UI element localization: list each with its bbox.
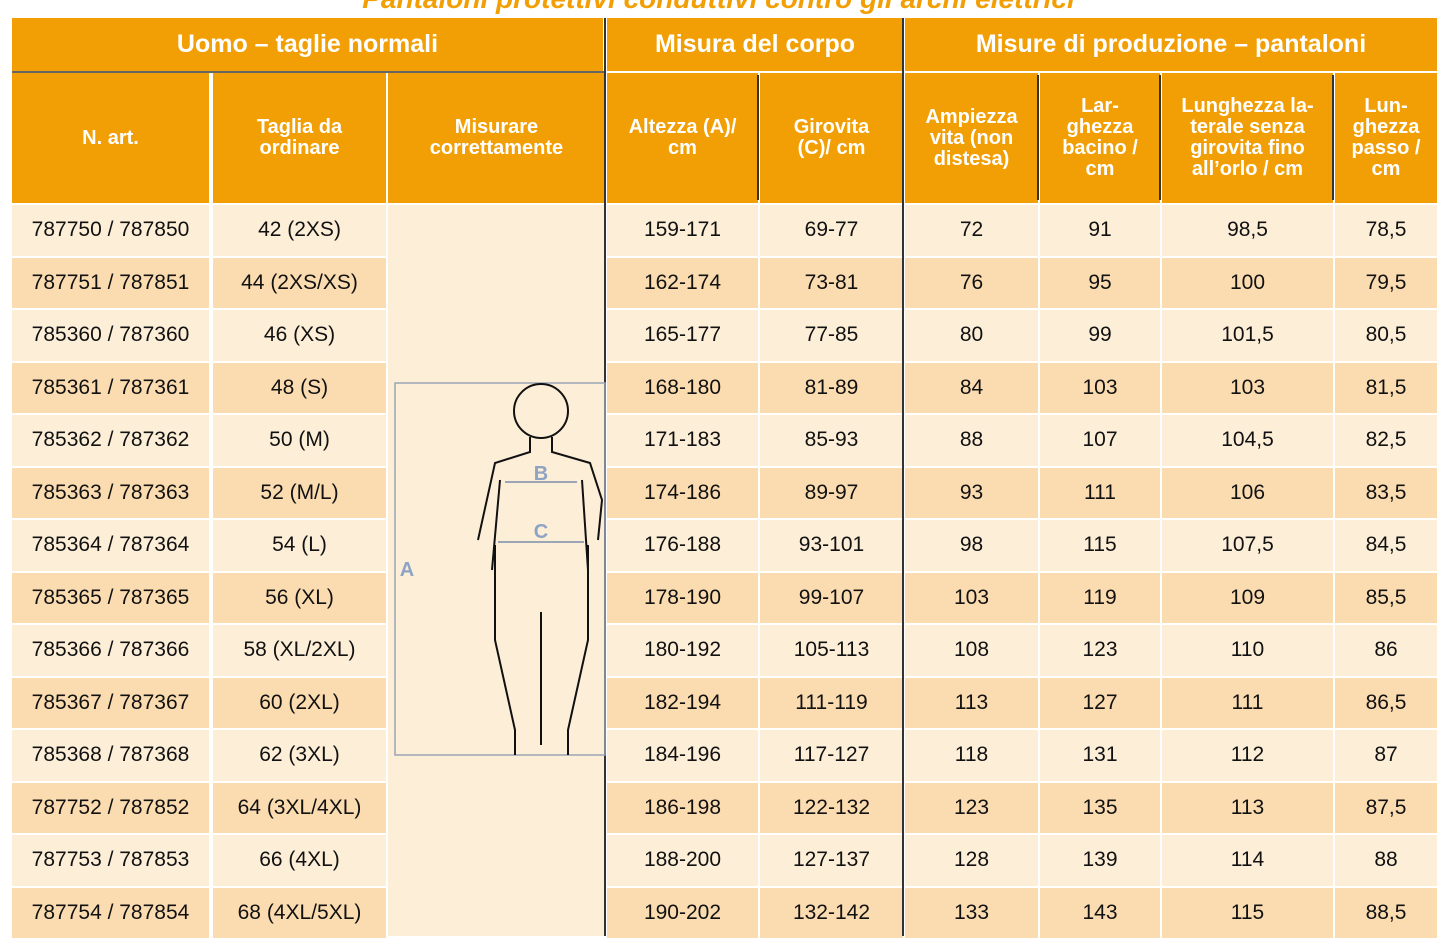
- figure-head: [514, 384, 568, 438]
- figure-frame: [395, 383, 605, 755]
- figure-label: C: [534, 521, 548, 543]
- figure-label: A: [400, 559, 414, 581]
- figure-label: B: [534, 463, 548, 485]
